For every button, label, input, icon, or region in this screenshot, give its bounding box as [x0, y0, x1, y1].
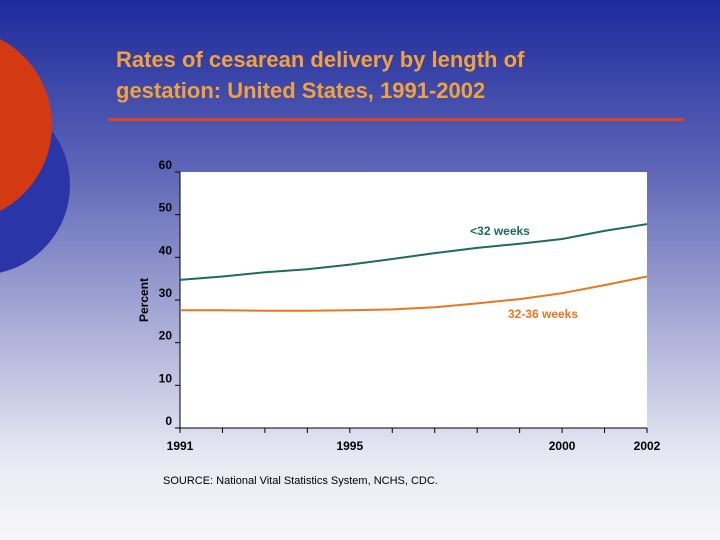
x-tick-label: 1995: [336, 439, 363, 453]
plot-area: [180, 172, 647, 428]
series-label-lt32: <32 weeks: [470, 224, 530, 238]
y-axis-label: Percent: [137, 278, 151, 322]
title-line-2: gestation: United States, 1991-2002: [116, 78, 486, 103]
y-tick-label: 30: [159, 286, 173, 300]
title-line-1: Rates of cesarean delivery by length of: [116, 47, 525, 72]
y-tick-label: 60: [159, 158, 173, 172]
series-line-lt32: [179, 223, 648, 281]
slide-title: Rates of cesarean delivery by length of …: [116, 44, 696, 106]
title-underline: [108, 118, 684, 121]
series-line-32-36: [180, 275, 648, 312]
series-label-32-36: 32-36 weeks: [508, 307, 578, 321]
source-note: SOURCE: National Vital Statistics System…: [163, 475, 438, 487]
y-tick-label: 10: [159, 371, 173, 385]
series-lines: [179, 223, 648, 312]
axes: 0 10 20 30 40 50 60 1991 1995 2000 2002: [159, 158, 661, 453]
x-tick-label: 2000: [549, 439, 576, 453]
y-tick-label: 40: [159, 243, 173, 257]
y-tick-label: 20: [159, 329, 173, 343]
y-tick-label: 0: [165, 414, 172, 428]
y-tick-label: 50: [159, 201, 173, 215]
x-tick-label: 2002: [634, 439, 661, 453]
x-tick-label: 1991: [167, 439, 194, 453]
